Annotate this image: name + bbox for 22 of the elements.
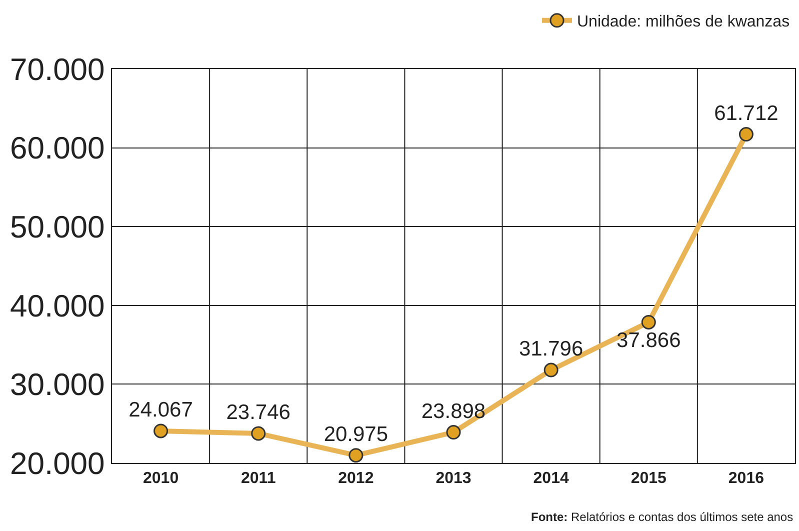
x-tick-label: 2013 <box>436 470 472 488</box>
y-tick-label: 20.000 <box>10 446 105 481</box>
x-tick-label: 2016 <box>728 470 764 488</box>
text: 20.975 <box>324 422 388 446</box>
x-tick-label: 2015 <box>630 470 667 488</box>
text: 31.796 <box>518 338 584 361</box>
x-tick-label: 2011 <box>241 470 276 488</box>
legend-label: Unidade: milhões de kwanzas <box>577 14 790 31</box>
text: 61.712 <box>714 102 778 125</box>
text: 23.898 <box>421 400 486 423</box>
text: 23.746 <box>226 401 290 424</box>
y-tick-label: 40.000 <box>10 288 105 324</box>
y-tick-label: 70.000 <box>10 52 105 87</box>
x-tick-label: 2012 <box>338 470 374 488</box>
x-tick-label: 2010 <box>142 470 179 488</box>
y-tick-label: 50.000 <box>10 209 105 244</box>
y-tick-label: 60.000 <box>10 130 105 166</box>
y-tick-label: 30.000 <box>10 367 105 402</box>
text: 37.866 <box>616 329 681 352</box>
source-note: Fonte: Relatórios e contas dos últimos sete anos <box>531 510 794 524</box>
x-tick-label: 2014 <box>533 470 569 488</box>
text: 24.067 <box>128 398 193 422</box>
